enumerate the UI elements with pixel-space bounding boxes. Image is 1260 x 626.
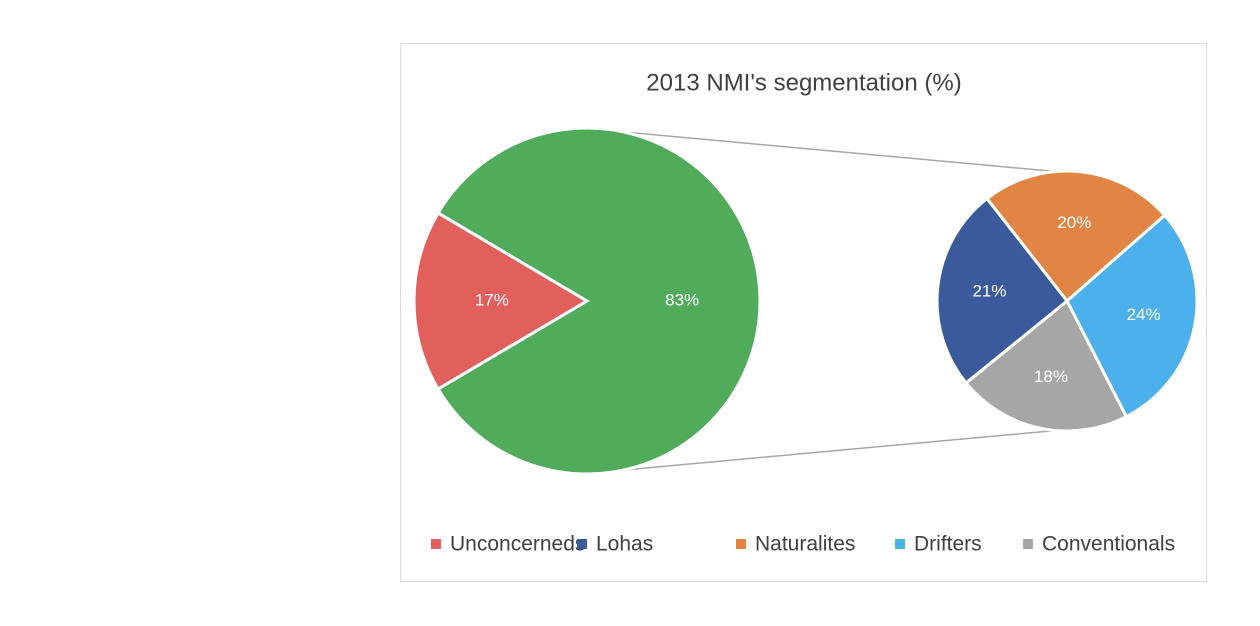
secondary-label-conventionals: 18% (1034, 367, 1068, 386)
secondary-slice-naturalites (984, 169, 1167, 304)
main-label-unconcerneds: 17% (475, 290, 509, 309)
legend-item-conventionals: Conventionals (1023, 533, 1175, 556)
main-slice-other (436, 126, 762, 476)
legend-item-drifters: Drifters (895, 533, 982, 556)
legend-label-drifters: Drifters (914, 533, 982, 556)
main-label-other: 83% (665, 290, 699, 309)
legend-item-unconcerneds: Unconcerneds (431, 533, 585, 556)
legend-label-lohas: Lohas (596, 533, 653, 556)
legend-item-lohas: Lohas (577, 533, 653, 556)
legend-label-naturalites: Naturalites (755, 533, 855, 556)
legend-item-naturalites: Naturalites (736, 533, 855, 556)
main-pie: 17% 83% (412, 126, 762, 476)
legend: Unconcerneds Lohas Naturalites Drifters Conv… (431, 533, 1175, 556)
legend-label-unconcerneds: Unconcerneds (450, 533, 585, 556)
secondary-slice-lohas (935, 196, 1070, 386)
legend-swatch-conventionals (1023, 539, 1033, 549)
connector-line-bottom (580, 429, 1056, 475)
main-slice-unconcerneds (412, 210, 590, 392)
legend-swatch-drifters (895, 539, 905, 549)
chart-title: 2013 NMI's segmentation (%) (646, 69, 961, 96)
legend-swatch-naturalites (736, 539, 746, 549)
connector-line-top (580, 127, 1056, 173)
secondary-label-drifters: 24% (1127, 305, 1161, 324)
legend-swatch-lohas (577, 539, 587, 549)
legend-swatch-unconcerneds (431, 539, 441, 549)
connector-lines (580, 127, 1056, 475)
secondary-label-naturalites: 20% (1057, 213, 1091, 232)
secondary-pie: 20% 24% 18% 21% (935, 169, 1199, 433)
secondary-slice-drifters (1065, 213, 1199, 419)
legend-label-conventionals: Conventionals (1042, 533, 1175, 556)
secondary-label-lohas: 21% (972, 282, 1006, 301)
secondary-slice-conventionals (963, 298, 1129, 433)
